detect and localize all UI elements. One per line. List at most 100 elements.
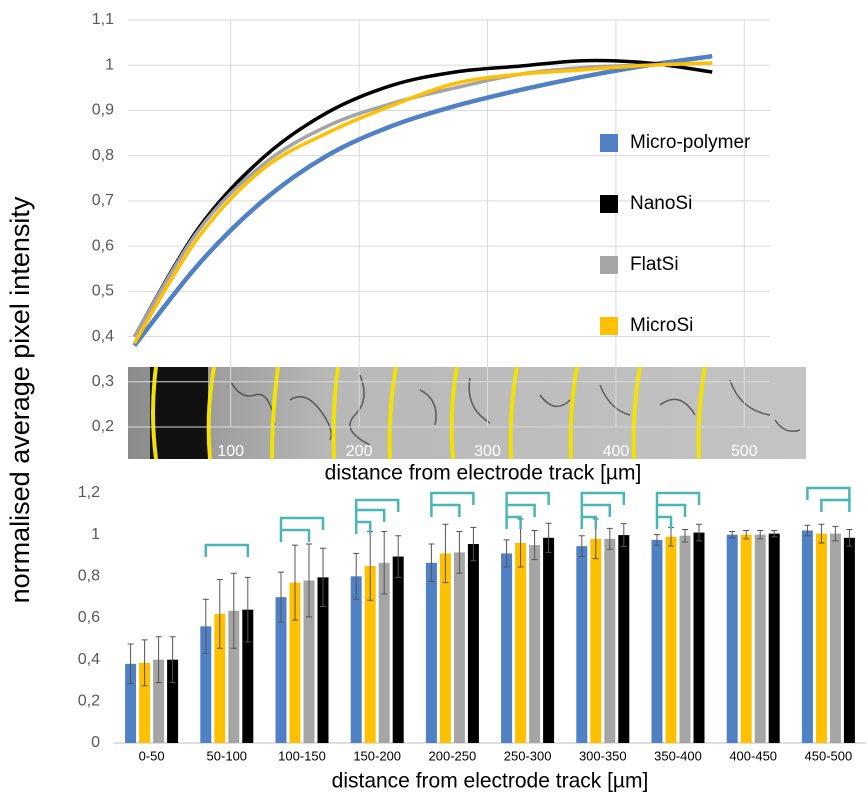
error-bar: [846, 528, 853, 547]
significance-bracket: [430, 503, 461, 517]
significance-bracket: [430, 491, 475, 505]
bar: [501, 553, 513, 743]
bar: [228, 610, 240, 743]
bar: [604, 538, 616, 743]
error-bar: [470, 526, 477, 562]
x-tick-label: 200-250: [429, 748, 477, 763]
significance-bracket: [655, 503, 687, 517]
significance-bracket: [820, 498, 851, 512]
significance-bracket: [354, 520, 372, 534]
x-tick-label: 250-300: [504, 748, 552, 763]
x-tick-label: 400: [603, 443, 630, 460]
y-tick-label: 0,8: [78, 568, 100, 585]
x-tick-label: 300: [474, 443, 501, 460]
error-bar: [620, 523, 627, 548]
x-tick-label: 450-500: [805, 748, 853, 763]
bar: [453, 552, 465, 743]
bar: [467, 544, 479, 743]
bar: [153, 659, 165, 743]
bar: [740, 534, 752, 743]
significance-bracket: [655, 491, 701, 505]
significance-bracket: [580, 491, 626, 505]
y-axis-label: normalised average pixel intensity: [5, 196, 35, 603]
bar: [167, 659, 179, 743]
x-tick-label: 0-50: [139, 748, 165, 763]
bar: [139, 662, 151, 743]
bar: [543, 537, 555, 743]
bar: [378, 562, 390, 743]
error-bar: [682, 528, 688, 543]
error-bar: [531, 530, 538, 561]
x-tick-label: 150-200: [353, 748, 401, 763]
error-bar: [804, 524, 811, 537]
error-bar: [428, 543, 435, 583]
y-tick-label: 0,5: [92, 283, 114, 300]
line-series: [132, 58, 713, 338]
x-tick-label: 400-450: [729, 748, 777, 763]
significance-bracket: [505, 503, 536, 517]
x-tick-label: 100: [217, 443, 244, 460]
x-tick-label: 300-350: [579, 748, 627, 763]
error-bar: [818, 523, 825, 544]
x-tick-label: 200: [346, 443, 373, 460]
x-tick-label: 500: [731, 443, 758, 460]
error-bar: [654, 534, 660, 546]
y-tick-label: 1,2: [78, 484, 100, 501]
error-bar: [320, 547, 326, 608]
bar: [529, 545, 541, 743]
y-tick-label: 1: [91, 526, 100, 543]
error-bar: [381, 531, 388, 595]
legend-swatch: [600, 195, 618, 213]
significance-bracket: [806, 486, 851, 500]
bar: [392, 556, 404, 743]
legend-label: FlatSi: [630, 254, 679, 275]
error-bar: [456, 531, 463, 574]
bar: [754, 534, 766, 743]
error-bar: [353, 552, 360, 600]
y-tick-label: 1: [105, 56, 114, 73]
significance-bracket: [279, 516, 325, 530]
error-bar: [606, 527, 613, 550]
significance-bracket: [505, 491, 550, 505]
bar: [726, 534, 738, 743]
error-bar: [743, 530, 750, 540]
error-bar: [169, 636, 176, 684]
error-bar: [244, 576, 251, 643]
bar: [843, 537, 855, 743]
bar: [679, 535, 691, 743]
y-tick-label: 0,3: [92, 373, 114, 390]
error-bar: [771, 530, 778, 538]
bar: [275, 597, 287, 743]
error-bar: [578, 535, 585, 558]
y-tick-label: 0,8: [92, 147, 114, 164]
bar: [364, 565, 376, 743]
bar: [214, 613, 226, 743]
error-bar: [292, 544, 298, 621]
bar: [200, 626, 212, 743]
significance-bracket: [505, 515, 522, 529]
bar: [350, 576, 362, 743]
significance-bracket: [580, 503, 612, 517]
error-bar: [395, 535, 402, 578]
bar: [768, 533, 780, 743]
significance-bracket: [354, 508, 386, 522]
bar: [651, 539, 663, 743]
significance-bracket: [279, 528, 311, 542]
error-bar: [757, 530, 764, 540]
error-bar: [832, 525, 839, 542]
micrograph: [128, 366, 806, 460]
error-bar: [278, 571, 284, 623]
error-bar: [202, 598, 209, 654]
bar: [303, 580, 315, 743]
legend-swatch: [600, 256, 618, 274]
error-bar: [155, 636, 162, 684]
y-tick-label: 0,7: [92, 192, 114, 209]
x-axis-label: distance from electrode track [µm]: [325, 462, 642, 485]
line-series: [132, 61, 713, 345]
error-bar: [729, 531, 736, 539]
bar: [125, 663, 137, 743]
legend-swatch: [600, 317, 618, 335]
bar: [515, 543, 527, 743]
error-bar: [442, 523, 449, 584]
